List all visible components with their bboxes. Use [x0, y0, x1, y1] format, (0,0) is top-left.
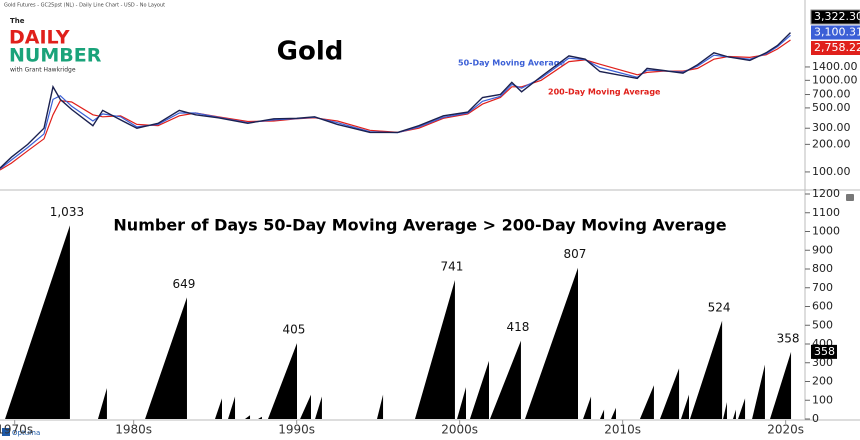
run-triangle	[611, 407, 616, 419]
y-tick-label: 900	[812, 243, 833, 256]
run-triangle	[5, 225, 70, 419]
y-tick-label: 700.00	[812, 88, 851, 101]
logo-line2: NUMBER	[9, 45, 102, 67]
x-tick-label: 1970s	[0, 423, 33, 437]
y-tick-label: 300	[812, 356, 833, 369]
run-triangle	[414, 280, 455, 419]
run-triangle	[659, 368, 680, 419]
run-triangle	[489, 340, 521, 419]
price-line	[0, 32, 791, 169]
x-tick-label: 2000s	[441, 423, 478, 437]
x-tick-label: 2010s	[604, 423, 641, 437]
run-triangle	[244, 415, 251, 419]
run-triangle	[214, 398, 223, 419]
value-label: 649	[173, 277, 196, 291]
run-triangle	[681, 394, 689, 419]
last-value-label: 2,758.22	[814, 41, 860, 54]
value-label: 1,033	[50, 205, 84, 219]
last-value-label: 3,100.31	[814, 26, 860, 39]
lock-icon[interactable]	[846, 194, 854, 201]
run-triangle	[689, 320, 723, 419]
run-triangle	[315, 396, 322, 419]
last-value-label: 3,322.30	[814, 10, 860, 23]
run-triangle	[738, 398, 746, 419]
run-triangle	[457, 387, 467, 419]
y-tick-label: 300.00	[812, 121, 851, 134]
logo-byline: with Grant Hawkridge	[10, 67, 76, 74]
y-tick-label: 800	[812, 262, 833, 275]
run-triangle	[267, 343, 297, 419]
run-triangle	[525, 267, 578, 419]
value-label: 741	[440, 260, 463, 274]
logo-line1: DAILY	[9, 27, 70, 49]
run-triangle	[258, 416, 262, 419]
y-tick-label: 600	[812, 300, 833, 313]
run-triangle	[228, 396, 236, 419]
value-label: 418	[506, 320, 529, 334]
footer-icon	[2, 428, 10, 436]
y-tick-label: 1100	[812, 206, 840, 219]
y-tick-label: 1200	[812, 187, 840, 200]
y-tick-label: 1000	[812, 225, 840, 238]
last-value-label: 358	[814, 345, 835, 358]
legend-label: 50-Day Moving Average	[458, 59, 565, 68]
run-triangle	[469, 360, 489, 419]
run-triangle	[752, 364, 765, 419]
y-tick-label: 500.00	[812, 101, 851, 114]
value-label: 524	[708, 300, 731, 314]
x-tick-label: 1980s	[115, 423, 152, 437]
value-label: 807	[564, 247, 587, 261]
y-tick-label: 200	[812, 375, 833, 388]
chart-title: Number of Days 50-Day Moving Average > 2…	[113, 216, 726, 235]
logo-top: The	[10, 17, 25, 25]
y-tick-label: 700	[812, 281, 833, 294]
y-tick-label: 100	[812, 393, 833, 406]
y-tick-label: 200.00	[812, 137, 851, 150]
header: Gold Futures - GC25pst (NL) - Daily Line…	[4, 3, 165, 9]
run-triangle	[639, 385, 654, 419]
x-tick-label: 2020s	[767, 423, 804, 437]
last-value-tag	[810, 9, 860, 25]
y-tick-label: 1000.00	[812, 73, 858, 86]
run-triangle	[97, 388, 107, 419]
price-line	[0, 34, 791, 170]
run-triangle	[300, 394, 312, 419]
last-value-tag	[811, 344, 837, 359]
run-triangle	[583, 396, 592, 419]
run-triangle	[733, 409, 736, 419]
y-tick-label: 1400.00	[812, 60, 858, 73]
run-triangle	[377, 394, 384, 419]
last-value-tag	[811, 41, 860, 55]
y-tick-label: 0	[812, 412, 819, 425]
legend-label: 200-Day Moving Average	[548, 88, 661, 97]
run-triangle	[723, 402, 727, 419]
last-value-tag	[811, 25, 860, 40]
run-triangle	[600, 409, 605, 419]
y-tick-label: 100.00	[812, 165, 851, 178]
value-label: 358	[777, 331, 800, 345]
run-triangle	[770, 351, 792, 419]
chart-title: Gold	[277, 37, 344, 67]
value-label: 405	[283, 323, 306, 337]
x-tick-label: 1990s	[278, 423, 315, 437]
y-tick-label: 500	[812, 318, 833, 331]
footer: Optuma	[12, 429, 40, 437]
run-triangle	[145, 297, 187, 419]
